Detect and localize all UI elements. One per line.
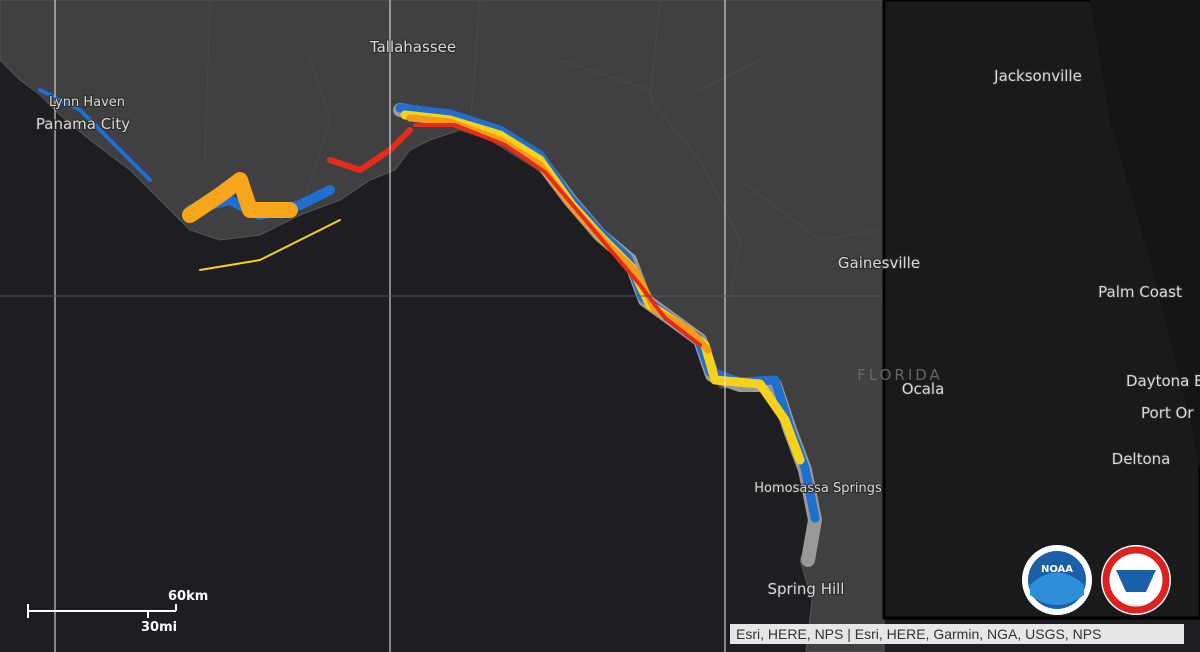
inset-water bbox=[1090, 0, 1200, 470]
surge-bands bbox=[38, 88, 822, 567]
place-label: Palm Coast bbox=[1098, 283, 1182, 301]
region-label: FLORIDA bbox=[857, 366, 943, 384]
place-label: Jacksonville bbox=[993, 67, 1082, 85]
place-label: Daytona B bbox=[1126, 372, 1200, 390]
place-label: Lynn Haven bbox=[49, 95, 125, 110]
scale-bar: 60km 30mi bbox=[27, 589, 208, 635]
logo-text: NOAA bbox=[1041, 564, 1073, 575]
place-label: Tallahassee bbox=[369, 38, 456, 56]
scale-label: 30mi bbox=[141, 620, 177, 635]
place-label: Deltona bbox=[1112, 450, 1171, 468]
place-label: Panama City bbox=[36, 115, 130, 133]
graticule bbox=[0, 0, 884, 652]
place-label: Port Or bbox=[1141, 404, 1194, 422]
place-label: Homosassa Springs bbox=[754, 481, 882, 496]
logos: NOAA bbox=[1022, 545, 1171, 615]
place-label: Spring Hill bbox=[768, 580, 845, 598]
attribution-bg bbox=[730, 624, 1184, 644]
place-label: Gainesville bbox=[838, 254, 920, 272]
attribution: Esri, HERE, NPS | Esri, HERE, Garmin, NG… bbox=[736, 626, 1101, 642]
scale-label: 60km bbox=[168, 589, 208, 604]
county-lines bbox=[204, 0, 881, 301]
place-label: Ocala bbox=[902, 380, 945, 398]
